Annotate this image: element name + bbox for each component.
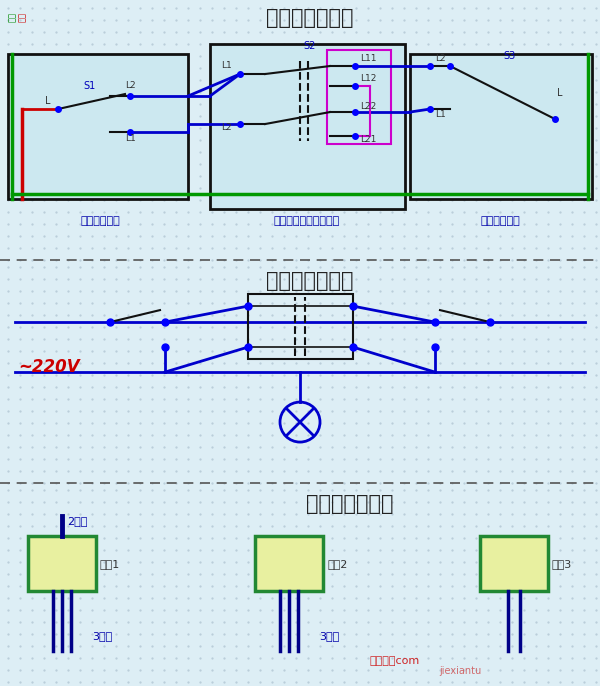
Text: 接线图．com: 接线图．com bbox=[370, 656, 420, 666]
Text: L1: L1 bbox=[435, 110, 446, 119]
Bar bbox=[480, 536, 548, 591]
Text: 3根线: 3根线 bbox=[92, 631, 112, 641]
Bar bbox=[248, 294, 353, 359]
Text: L1: L1 bbox=[221, 61, 232, 70]
Text: 开关2: 开关2 bbox=[327, 559, 347, 569]
Text: 2根线: 2根线 bbox=[67, 516, 88, 526]
Text: 3根线: 3根线 bbox=[319, 631, 339, 641]
Text: 三控开关布线图: 三控开关布线图 bbox=[306, 494, 394, 514]
Bar bbox=[28, 536, 96, 591]
Text: jiexiantu: jiexiantu bbox=[439, 666, 481, 676]
Text: L11: L11 bbox=[360, 54, 377, 63]
Bar bbox=[8, 54, 188, 199]
Bar bbox=[327, 50, 391, 144]
Text: L12: L12 bbox=[360, 74, 376, 83]
Text: 火线: 火线 bbox=[17, 12, 26, 22]
Text: 三控开关原理图: 三控开关原理图 bbox=[266, 271, 354, 291]
Text: L1: L1 bbox=[125, 134, 136, 143]
Text: 三控开关接线图: 三控开关接线图 bbox=[266, 8, 354, 28]
Text: L2: L2 bbox=[221, 123, 232, 132]
Text: 单开双控开关: 单开双控开关 bbox=[480, 216, 520, 226]
Text: S3: S3 bbox=[504, 51, 516, 61]
Text: L2: L2 bbox=[125, 81, 136, 90]
Text: L21: L21 bbox=[360, 135, 376, 144]
Text: 开关3: 开关3 bbox=[552, 559, 572, 569]
Text: L: L bbox=[45, 96, 51, 106]
Text: 开关1: 开关1 bbox=[100, 559, 120, 569]
Text: ~220V: ~220V bbox=[18, 358, 80, 376]
Text: L2: L2 bbox=[435, 54, 446, 63]
Text: L: L bbox=[557, 88, 563, 98]
Text: S2: S2 bbox=[304, 41, 316, 51]
Text: 单开双控开关: 单开双控开关 bbox=[80, 216, 120, 226]
Bar bbox=[255, 536, 323, 591]
Text: 中途开关（三控开关）: 中途开关（三控开关） bbox=[274, 216, 340, 226]
Text: 相线: 相线 bbox=[7, 12, 17, 22]
Text: L22: L22 bbox=[360, 102, 376, 111]
Bar bbox=[410, 54, 592, 199]
Bar bbox=[210, 44, 405, 209]
Text: S1: S1 bbox=[84, 81, 96, 91]
